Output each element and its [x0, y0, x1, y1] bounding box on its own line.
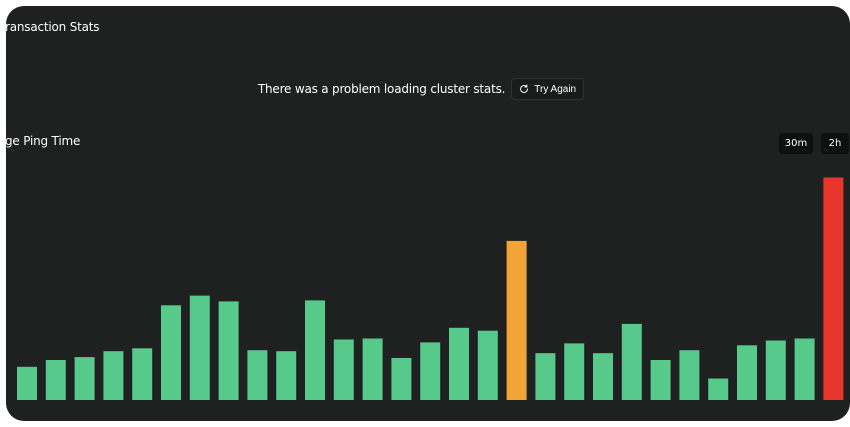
- ping-bar-27: [765, 340, 786, 400]
- ping-bar-1: [17, 366, 37, 400]
- try-again-label: Try Again: [534, 83, 577, 95]
- ping-bar-20: [564, 343, 585, 400]
- ping-bar-5: [132, 348, 153, 400]
- refresh-icon: [519, 84, 529, 94]
- ping-bar-25: [708, 378, 729, 400]
- error-message: There was a problem loading cluster stat…: [257, 82, 506, 96]
- ping-bar-10: [276, 351, 297, 400]
- ping-bar-28: [794, 338, 815, 400]
- ping-bar-12: [333, 339, 354, 400]
- ping-bar-29: [823, 177, 844, 400]
- range-2h-button[interactable]: 2h: [821, 133, 849, 154]
- ping-bar-18: [506, 240, 527, 400]
- ping-time-title: ge Ping Time: [6, 134, 81, 148]
- ping-time-chart: [17, 177, 844, 400]
- try-again-button[interactable]: Try Again: [511, 78, 585, 100]
- ping-bar-24: [679, 350, 700, 400]
- ping-bar-8: [218, 301, 239, 400]
- ping-bar-4: [103, 351, 124, 400]
- ping-bar-11: [305, 300, 325, 400]
- ping-bar-22: [621, 323, 642, 400]
- transaction-stats-title: ransaction Stats: [6, 20, 100, 34]
- ping-bar-13: [362, 338, 383, 400]
- range-30m-button[interactable]: 30m: [779, 133, 813, 154]
- ping-bar-23: [650, 360, 671, 400]
- ping-bar-19: [535, 353, 556, 400]
- ping-bar-21: [593, 353, 613, 400]
- error-banner: There was a problem loading cluster stat…: [6, 78, 850, 100]
- ping-bar-3: [74, 357, 95, 400]
- ping-bar-15: [420, 342, 441, 400]
- ping-bar-17: [477, 330, 498, 400]
- ping-bar-26: [737, 345, 757, 400]
- ping-bar-9: [247, 350, 268, 400]
- ping-bar-2: [45, 360, 66, 400]
- ping-bar-16: [449, 327, 469, 400]
- ping-bar-7: [189, 295, 210, 400]
- cluster-stats-card: ransaction Stats There was a problem loa…: [6, 6, 850, 421]
- ping-bar-6: [161, 305, 181, 400]
- ping-bar-14: [391, 358, 412, 400]
